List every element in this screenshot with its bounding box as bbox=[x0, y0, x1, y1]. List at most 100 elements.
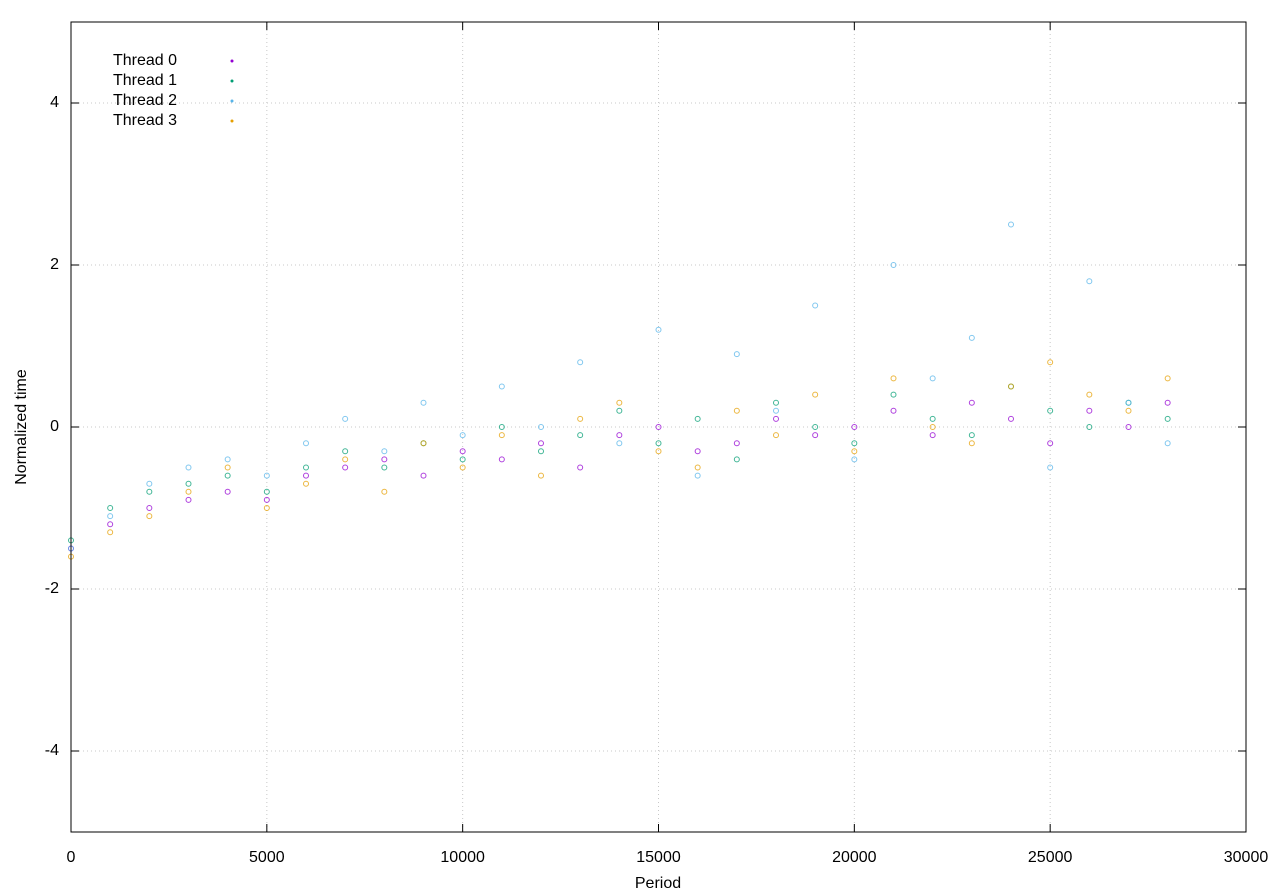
point bbox=[420, 399, 427, 406]
point bbox=[538, 448, 544, 455]
legend-marker bbox=[230, 99, 234, 103]
point bbox=[263, 488, 270, 495]
point bbox=[1047, 440, 1054, 447]
point bbox=[890, 262, 897, 268]
x-tick-label: 25000 bbox=[1028, 849, 1073, 866]
point bbox=[107, 521, 114, 528]
point bbox=[694, 464, 701, 471]
x-tick-label: 10000 bbox=[440, 849, 485, 866]
point bbox=[498, 456, 505, 463]
point bbox=[107, 513, 114, 520]
point bbox=[263, 472, 270, 479]
x-tick-label: 20000 bbox=[832, 849, 877, 866]
point bbox=[968, 432, 975, 439]
point bbox=[812, 432, 819, 439]
point bbox=[263, 505, 270, 511]
point bbox=[381, 448, 388, 455]
point bbox=[655, 424, 662, 430]
point bbox=[185, 488, 192, 495]
point bbox=[498, 383, 505, 390]
point bbox=[968, 334, 975, 341]
point bbox=[929, 375, 936, 382]
point bbox=[1008, 383, 1014, 390]
point bbox=[773, 407, 779, 414]
point bbox=[381, 464, 388, 471]
point bbox=[968, 440, 975, 447]
point bbox=[1164, 375, 1171, 382]
legend-label: Thread 3 bbox=[113, 112, 177, 129]
point bbox=[812, 391, 819, 398]
point bbox=[1047, 407, 1054, 414]
point bbox=[1086, 424, 1093, 430]
point bbox=[185, 464, 192, 471]
x-tick-label: 30000 bbox=[1224, 849, 1269, 866]
point bbox=[538, 472, 544, 479]
point bbox=[773, 415, 779, 422]
legend-marker bbox=[230, 119, 234, 123]
point bbox=[1086, 391, 1093, 398]
point bbox=[616, 432, 623, 439]
point bbox=[146, 505, 153, 511]
point bbox=[929, 424, 936, 430]
point bbox=[420, 472, 427, 479]
point bbox=[773, 399, 779, 406]
point bbox=[459, 432, 466, 439]
point bbox=[303, 440, 309, 447]
point bbox=[616, 407, 623, 414]
point bbox=[1164, 415, 1171, 422]
point bbox=[381, 456, 388, 463]
legend-marker bbox=[230, 79, 234, 83]
point bbox=[812, 424, 819, 430]
point bbox=[1164, 440, 1171, 447]
point bbox=[694, 472, 701, 479]
point bbox=[1047, 464, 1054, 471]
point bbox=[146, 488, 153, 495]
plot-frame bbox=[70, 21, 1247, 833]
point bbox=[303, 464, 309, 471]
point bbox=[342, 456, 349, 463]
point bbox=[146, 513, 153, 520]
point bbox=[1047, 359, 1054, 366]
point bbox=[1125, 424, 1132, 430]
point bbox=[538, 424, 544, 430]
point bbox=[851, 456, 858, 463]
point bbox=[303, 472, 309, 479]
point bbox=[498, 424, 505, 430]
point bbox=[342, 448, 349, 455]
point bbox=[655, 440, 662, 447]
point bbox=[968, 399, 975, 406]
x-tick-label: 0 bbox=[67, 849, 76, 866]
point bbox=[498, 432, 505, 439]
legend-label: Thread 2 bbox=[113, 92, 177, 109]
point bbox=[459, 456, 466, 463]
point bbox=[851, 424, 858, 430]
point bbox=[890, 375, 897, 382]
point bbox=[1125, 399, 1132, 406]
point bbox=[1008, 415, 1014, 422]
point bbox=[538, 440, 544, 447]
point bbox=[890, 407, 897, 414]
point bbox=[263, 496, 270, 503]
point bbox=[773, 432, 779, 439]
point bbox=[616, 440, 623, 447]
point bbox=[381, 488, 388, 495]
point bbox=[577, 432, 584, 439]
point bbox=[1164, 399, 1171, 406]
point bbox=[1086, 407, 1093, 414]
y-tick-label: -2 bbox=[45, 580, 59, 597]
point bbox=[616, 399, 623, 406]
point bbox=[733, 440, 740, 447]
point bbox=[577, 415, 584, 422]
point bbox=[655, 448, 662, 455]
point bbox=[577, 464, 584, 471]
y-tick-label: -4 bbox=[45, 742, 59, 759]
point bbox=[107, 505, 114, 511]
point bbox=[733, 456, 740, 463]
y-tick-label: 4 bbox=[50, 94, 59, 111]
legend-marker bbox=[230, 59, 234, 63]
legend-label: Thread 0 bbox=[113, 52, 177, 69]
legend-label: Thread 1 bbox=[113, 72, 177, 89]
point bbox=[694, 415, 701, 422]
point bbox=[185, 496, 192, 503]
